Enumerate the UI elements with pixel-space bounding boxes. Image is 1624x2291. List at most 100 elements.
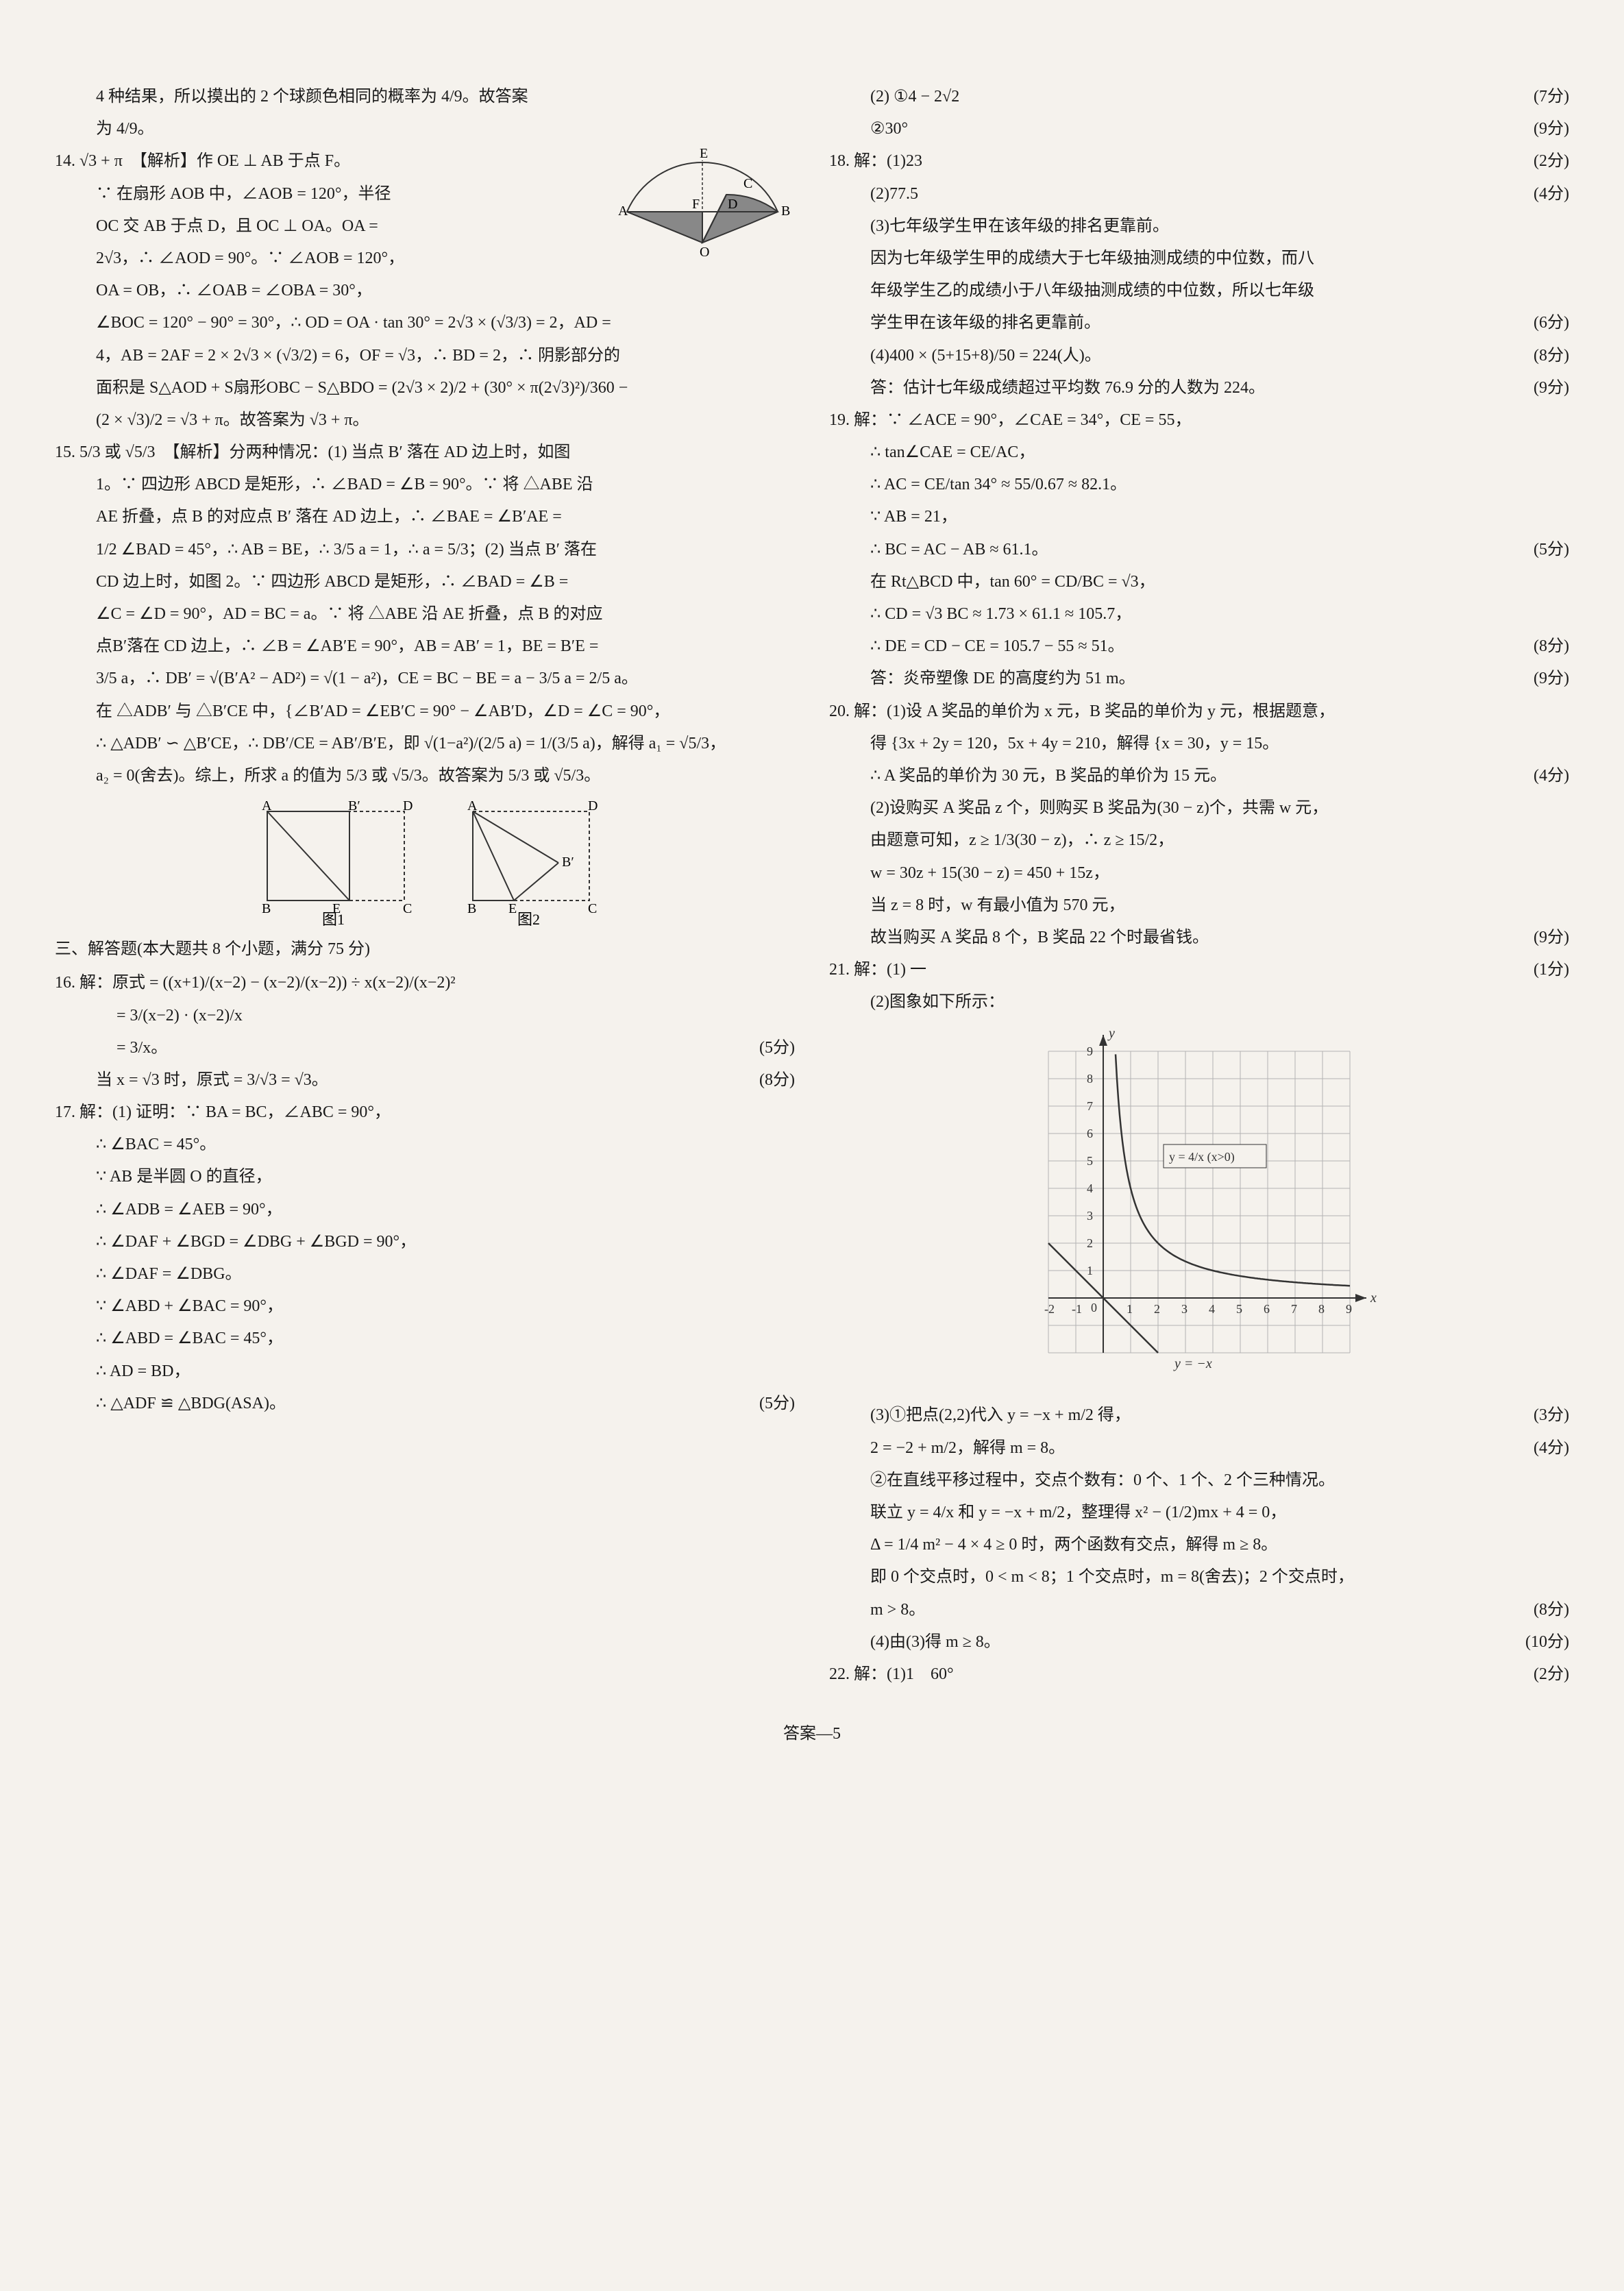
text-line: ∴ DE = CD − CE = 105.7 − 55 ≈ 51。 (8分) (829, 632, 1569, 661)
svg-text:E: E (508, 901, 517, 916)
svg-text:B: B (781, 204, 790, 219)
text-line: ∴ tan∠CAE = CE/AC， (829, 438, 1569, 467)
text-line: 因为七年级学生甲的成绩大于七年级抽测成绩的中位数，而八 (829, 244, 1569, 273)
text-line: 在 △ADB′ 与 △B′CE 中，{∠B′AD = ∠EB′C = 90° −… (55, 697, 795, 726)
text: ∴ BC = AC − AB ≈ 61.1。 (870, 541, 1048, 559)
right-column: (2) ①4 − 2√2 (7分) ②30° (9分) 18. 解：(1)23 … (829, 82, 1569, 1692)
text-line: ∠C = ∠D = 90°，AD = BC = a。∵ 将 △ABE 沿 AE … (55, 600, 795, 629)
text-line: 答：估计七年级成绩超过平均数 76.9 分的人数为 224。 (9分) (829, 373, 1569, 403)
text: (2)77.5 (870, 185, 918, 203)
score: (1分) (1534, 955, 1569, 985)
text-line: ∴ ∠DAF = ∠DBG。 (55, 1260, 795, 1289)
text-line: w = 30z + 15(30 − z) = 450 + 15z， (829, 859, 1569, 888)
score: (4分) (1534, 180, 1569, 209)
svg-text:C: C (743, 176, 752, 191)
score: (8分) (1534, 1595, 1569, 1625)
score: (3分) (1534, 1401, 1569, 1430)
score: (5分) (759, 1389, 795, 1419)
text-line: m > 8。 (8分) (829, 1595, 1569, 1625)
svg-text:6: 6 (1264, 1302, 1270, 1316)
text-line: ∴ CD = √3 BC ≈ 1.73 × 61.1 ≈ 105.7， (829, 600, 1569, 629)
text: 学生甲在该年级的排名更靠前。 (870, 314, 1100, 332)
text-line: ∴ ∠ABD = ∠BAC = 45°， (55, 1324, 795, 1353)
svg-text:B: B (262, 901, 271, 916)
svg-text:A: A (467, 798, 478, 813)
text: (2) ①4 − 2√2 (870, 88, 959, 106)
score: (4分) (1534, 761, 1569, 791)
svg-text:y = 4/x (x>0): y = 4/x (x>0) (1169, 1150, 1235, 1164)
text-line: ∴ BC = AC − AB ≈ 61.1。 (5分) (829, 535, 1569, 565)
q21-head: 21. 解：(1) 一 (1分) (829, 955, 1569, 985)
text-line: 面积是 S△AOD + S扇形OBC − S△BDO = (2√3 × 2)/2… (55, 373, 795, 403)
svg-text:D: D (403, 798, 413, 813)
text-line: (2)77.5 (4分) (829, 180, 1569, 209)
text: 答：炎帝塑像 DE 的高度约为 51 m。 (870, 670, 1135, 687)
svg-text:1: 1 (1087, 1264, 1093, 1277)
score: (8分) (1534, 632, 1569, 661)
text: 答：估计七年级成绩超过平均数 76.9 分的人数为 224。 (870, 379, 1265, 397)
text: ∴ A 奖品的单价为 30 元，B 奖品的单价为 15 元。 (870, 767, 1227, 785)
text: 21. 解：(1) 一 (829, 961, 926, 979)
score: (9分) (1534, 664, 1569, 694)
text: ∴ △ADF ≌ △BDG(ASA)。 (96, 1395, 286, 1412)
text-line: ∴ ∠BAC = 45°。 (55, 1130, 795, 1160)
svg-text:3: 3 (1181, 1302, 1188, 1316)
svg-text:4: 4 (1209, 1302, 1215, 1316)
svg-text:7: 7 (1291, 1302, 1297, 1316)
text: (4)400 × (5+15+8)/50 = 224(人)。 (870, 347, 1101, 365)
text: 2 = −2 + m/2，解得 m = 8。 (870, 1439, 1065, 1457)
svg-text:3: 3 (1087, 1209, 1093, 1223)
text-line: 学生甲在该年级的排名更靠前。 (6分) (829, 308, 1569, 338)
q21-graph: -2-11234567899876543210xyy = 4/x (x>0)y … (829, 1024, 1569, 1394)
text-line: 3/5 a，∴ DB′ = √(B′A² − AD²) = √(1 − a²)，… (55, 664, 795, 694)
text-line: Δ = 1/4 m² − 4 × 4 ≥ 0 时，两个函数有交点，解得 m ≥ … (829, 1530, 1569, 1560)
q17-head: 17. 解：(1) 证明：∵ BA = BC，∠ABC = 90°， (55, 1098, 795, 1127)
text-line: ∵ ∠ABD + ∠BAC = 90°， (55, 1292, 795, 1321)
score: (8分) (1534, 341, 1569, 371)
text: ∴ DE = CD − CE = 105.7 − 55 ≈ 51。 (870, 637, 1124, 655)
svg-text:A: A (262, 798, 272, 813)
q18-head: 18. 解：(1)23 (2分) (829, 147, 1569, 176)
svg-text:5: 5 (1087, 1154, 1093, 1168)
text: 故当购买 A 奖品 8 个，B 奖品 22 个时最省钱。 (870, 929, 1209, 946)
svg-text:5: 5 (1236, 1302, 1242, 1316)
score: (8分) (759, 1066, 795, 1095)
text-line: = 3/x。 (5分) (55, 1033, 795, 1063)
text-line: 由题意可知，z ≥ 1/3(30 − z)，∴ z ≥ 15/2， (829, 826, 1569, 855)
text-line: 得 {3x + 2y = 120，5x + 4y = 210，解得 {x = 3… (829, 729, 1569, 759)
text-line: 即 0 个交点时，0 < m < 8；1 个交点时，m = 8(舍去)；2 个交… (829, 1563, 1569, 1592)
text-line: 1。∵ 四边形 ABCD 是矩形，∴ ∠BAD = ∠B = 90°。∵ 将 △… (55, 470, 795, 500)
text-line: ∴ AD = BD， (55, 1357, 795, 1386)
svg-text:图2: 图2 (517, 911, 540, 928)
text-line: (2) ①4 − 2√2 (7分) (829, 82, 1569, 112)
text-line: ∵ AB 是半圆 O 的直径， (55, 1162, 795, 1192)
score: (9分) (1534, 114, 1569, 144)
text-line: 在 Rt△BCD 中，tan 60° = CD/BC = √3， (829, 567, 1569, 597)
text: 18. 解：(1)23 (829, 152, 922, 170)
text-line: CD 边上时，如图 2。∵ 四边形 ABCD 是矩形，∴ ∠BAD = ∠B = (55, 567, 795, 597)
score: (7分) (1534, 82, 1569, 112)
q16-head: 16. 解：原式 = ((x+1)/(x−2) − (x−2)/(x−2)) ÷… (55, 968, 795, 998)
score: (6分) (1534, 308, 1569, 338)
text-line: ∴ △ADB′ ∽ △B′CE，∴ DB′/CE = AB′/B′E，即 √(1… (55, 729, 795, 759)
svg-text:7: 7 (1087, 1099, 1093, 1113)
q20-head: 20. 解：(1)设 A 奖品的单价为 x 元，B 奖品的单价为 y 元，根据题… (829, 697, 1569, 726)
svg-text:0: 0 (1091, 1301, 1097, 1314)
svg-text:A: A (618, 204, 628, 219)
text: = 3/x。 (116, 1039, 167, 1057)
svg-text:E: E (700, 147, 708, 161)
page-footer: 答案—5 (55, 1719, 1569, 1749)
svg-text:B′: B′ (562, 855, 574, 870)
svg-text:8: 8 (1318, 1302, 1325, 1316)
score: (5分) (1534, 535, 1569, 565)
text-line: 故当购买 A 奖品 8 个，B 奖品 22 个时最省钱。 (9分) (829, 923, 1569, 953)
svg-text:C: C (403, 901, 412, 916)
score: (9分) (1534, 373, 1569, 403)
svg-text:4: 4 (1087, 1181, 1093, 1195)
score: (2分) (1534, 147, 1569, 176)
svg-text:C: C (588, 901, 597, 916)
svg-text:-1: -1 (1072, 1302, 1082, 1316)
section-3-title: 三、解答题(本大题共 8 个小题，满分 75 分) (55, 935, 795, 964)
svg-text:B′: B′ (348, 798, 360, 813)
text-line: = 3/(x−2) · (x−2)/x (55, 1001, 795, 1031)
